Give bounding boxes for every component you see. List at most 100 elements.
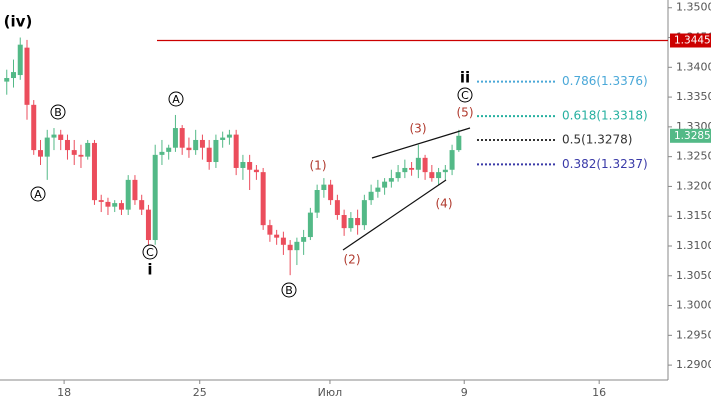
- candle-body: [307, 212, 313, 238]
- candle-body: [71, 150, 77, 155]
- candle-body: [193, 139, 199, 151]
- candle-body: [37, 150, 43, 157]
- candle-body: [233, 134, 239, 168]
- wave-label: C: [461, 89, 469, 102]
- candle-body: [361, 200, 367, 226]
- candle-body: [112, 203, 118, 207]
- candle-body: [280, 237, 286, 245]
- candle-body: [328, 184, 334, 201]
- x-tick-label: 18: [57, 386, 71, 399]
- candle-body: [267, 225, 273, 235]
- wave-label: A: [172, 93, 180, 106]
- wedge-line: [342, 179, 447, 251]
- y-tick-label: 1.3500: [676, 1, 711, 14]
- y-tick-label: 1.3200: [676, 179, 711, 192]
- candle-body: [382, 181, 388, 188]
- candle-body: [341, 215, 347, 229]
- fib-label: 0.618(1.3318): [562, 109, 648, 123]
- y-tick-label: 1.3100: [676, 239, 711, 252]
- x-tick-label: Июл: [318, 386, 343, 399]
- candle-body: [395, 172, 401, 179]
- wedge-line: [371, 127, 471, 159]
- y-tick-label: 1.3400: [676, 60, 711, 73]
- y-tick-label: 1.3000: [676, 299, 711, 312]
- candle-body: [17, 44, 23, 76]
- candle-body: [98, 200, 104, 202]
- wave-label: i: [147, 261, 152, 279]
- x-tick-label: 16: [592, 386, 606, 399]
- candle-body: [118, 203, 124, 210]
- wave-circle: [168, 91, 184, 107]
- candle-body: [368, 191, 374, 201]
- candle-body: [274, 234, 280, 238]
- candle-body: [51, 134, 57, 138]
- candle-body: [449, 150, 455, 170]
- candle-body: [253, 169, 259, 173]
- wave-label: (2): [344, 253, 361, 267]
- candle-body: [415, 157, 421, 170]
- candle-body: [287, 244, 293, 251]
- wave-label: (3): [410, 122, 427, 136]
- candle-body: [179, 128, 185, 148]
- candle-body: [260, 172, 266, 226]
- y-tick-label: 1.2900: [676, 358, 711, 371]
- candle-body: [294, 241, 300, 251]
- candle-body: [348, 217, 354, 229]
- candle-body: [402, 167, 408, 173]
- candle-body: [456, 135, 462, 151]
- candle-body: [166, 147, 172, 152]
- wave-label: (iv): [4, 13, 33, 31]
- candle-body: [422, 157, 428, 173]
- candle-body: [10, 72, 16, 79]
- candle-body: [132, 179, 138, 201]
- candle-body: [24, 47, 30, 105]
- y-tick-label: 1.3150: [676, 209, 711, 222]
- candle-body: [409, 167, 415, 170]
- y-tick-label: 1.3250: [676, 150, 711, 163]
- wave-label: (1): [310, 159, 327, 173]
- candle-body: [334, 200, 340, 216]
- candle-body: [247, 162, 253, 170]
- candle-body: [125, 179, 131, 210]
- wave-label: B: [54, 106, 62, 119]
- candle-body: [220, 137, 226, 140]
- wave-circle: [50, 104, 66, 120]
- y-tick-label: 1.2950: [676, 328, 711, 341]
- candle-body: [58, 134, 64, 140]
- candle-body: [429, 172, 435, 179]
- candle-body: [4, 78, 10, 82]
- candle-body: [388, 178, 394, 182]
- plot: 1.2900 1.2950 1.3000 1.3050 1.3100 1.3150 1.32…: [4, 1, 711, 399]
- candle-body: [145, 209, 151, 241]
- candle-body: [152, 154, 158, 241]
- candle-body: [436, 172, 442, 179]
- wave-circle: [457, 87, 473, 103]
- fib-label: 0.382(1.3237): [562, 157, 648, 171]
- candle-body: [213, 139, 219, 163]
- candle-body: [314, 190, 320, 213]
- candle-body: [199, 139, 205, 148]
- candle-body: [44, 137, 50, 157]
- candle-body: [442, 169, 448, 173]
- wave-label: (4): [436, 197, 453, 211]
- candle-body: [64, 139, 70, 151]
- candle-body: [91, 142, 97, 201]
- candle-body: [206, 147, 212, 163]
- candle-body: [375, 187, 381, 192]
- price-box: [670, 33, 711, 48]
- wave-label: C: [146, 246, 154, 259]
- candle-body: [186, 147, 192, 151]
- wave-circle: [30, 186, 46, 202]
- candle-body: [172, 128, 178, 148]
- candle-body: [105, 201, 111, 207]
- wave-label: B: [285, 284, 293, 297]
- candle-body: [159, 151, 165, 155]
- y-tick-label: 1.3350: [676, 90, 711, 103]
- fib-label: 0.5(1.3278): [562, 132, 632, 146]
- candle-body: [85, 142, 91, 157]
- candle-body: [78, 154, 84, 157]
- candle-body: [301, 237, 307, 242]
- price-box: [670, 128, 711, 143]
